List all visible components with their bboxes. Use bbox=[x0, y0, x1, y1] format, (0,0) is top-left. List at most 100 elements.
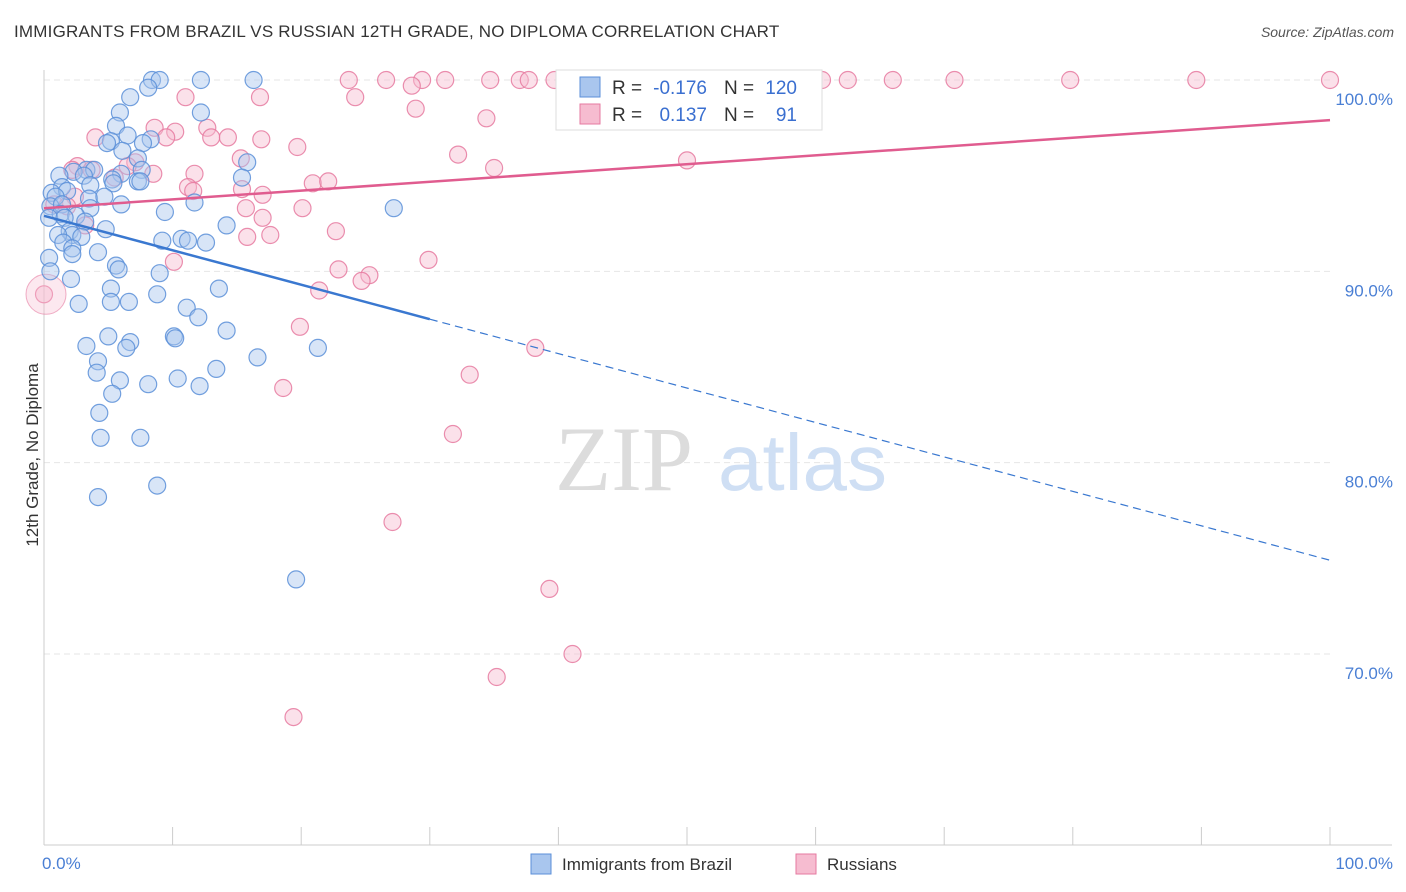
brazil-point-58 bbox=[178, 231, 198, 250]
brazil-point-17 bbox=[64, 162, 83, 181]
brazil-point-20 bbox=[132, 160, 151, 179]
brazil-point-69 bbox=[209, 279, 228, 298]
russians-point-44 bbox=[485, 158, 504, 178]
brazil-point-13 bbox=[133, 134, 153, 153]
bottom-legend-swatch-russians bbox=[795, 853, 817, 875]
brazil-point-64 bbox=[109, 260, 128, 279]
brazil-point-92 bbox=[103, 384, 122, 403]
brazil-point-93 bbox=[90, 403, 109, 422]
brazil-point-19 bbox=[112, 164, 131, 183]
russians-point-65 bbox=[261, 225, 280, 245]
russians-point-22 bbox=[402, 76, 421, 95]
y-axis-label: 12th Grade, No Diploma bbox=[23, 363, 42, 547]
brazil-point-77 bbox=[99, 327, 118, 346]
brazil-point-3 bbox=[244, 70, 263, 90]
brazil-point-60 bbox=[88, 243, 108, 262]
source-label: Source: ZipAtlas.com bbox=[1260, 24, 1394, 40]
brazil-point-41 bbox=[155, 202, 174, 222]
brazil-point-85 bbox=[248, 348, 267, 367]
russians-point-67 bbox=[164, 252, 183, 271]
russians-series bbox=[25, 70, 1340, 727]
russians-point-63 bbox=[326, 222, 345, 241]
brazil-point-68 bbox=[101, 279, 121, 298]
russians-trendline bbox=[43, 118, 1331, 210]
legend-n-label-2: N = bbox=[724, 105, 754, 126]
russians-point-21 bbox=[1320, 70, 1340, 90]
russians-point-17 bbox=[883, 70, 902, 90]
brazil-point-12 bbox=[97, 134, 117, 153]
russians-cluster-point bbox=[25, 273, 67, 315]
brazil-point-66 bbox=[41, 262, 60, 281]
y-tick-labels: 70.0% 80.0% 90.0% 100.0% bbox=[1335, 90, 1393, 683]
russians-point-68 bbox=[329, 260, 348, 279]
legend-r-value-1: -0.176 bbox=[653, 78, 707, 99]
bottom-legend-swatch-brazil bbox=[530, 853, 552, 875]
russians-point-4 bbox=[481, 70, 500, 90]
brazil-point-18 bbox=[85, 160, 104, 179]
russians-point-37 bbox=[288, 137, 307, 157]
brazil-point-33 bbox=[79, 189, 99, 208]
brazil-point-9 bbox=[118, 126, 137, 145]
brazil-point-96 bbox=[148, 476, 167, 495]
russians-point-82 bbox=[284, 707, 303, 727]
russians-point-60 bbox=[293, 199, 312, 218]
brazil-point-76 bbox=[217, 321, 236, 340]
russians-point-0 bbox=[339, 70, 358, 90]
y-tick-label-2: 90.0% bbox=[1345, 281, 1393, 300]
russians-point-25 bbox=[250, 88, 270, 107]
brazil-point-90 bbox=[139, 375, 158, 394]
russians-point-72 bbox=[34, 285, 54, 304]
russians-point-31 bbox=[198, 118, 217, 137]
brazil-point-4 bbox=[139, 78, 158, 97]
legend-swatch-russians bbox=[579, 103, 601, 125]
russians-point-28 bbox=[477, 109, 496, 128]
y-tick-label-0: 70.0% bbox=[1345, 664, 1393, 683]
brazil-point-71 bbox=[101, 292, 121, 311]
brazil-point-72 bbox=[69, 294, 88, 313]
russians-point-61 bbox=[253, 208, 272, 227]
brazil-point-89 bbox=[168, 369, 187, 388]
brazil-point-42 bbox=[384, 199, 403, 218]
brazil-point-48 bbox=[217, 216, 236, 235]
brazil-series bbox=[39, 70, 403, 589]
russians-point-32 bbox=[202, 128, 221, 147]
brazil-point-15 bbox=[128, 149, 147, 168]
russians-point-80 bbox=[563, 644, 582, 664]
russians-point-64 bbox=[238, 227, 257, 246]
brazil-point-67 bbox=[61, 269, 81, 289]
brazil-point-86 bbox=[207, 359, 226, 378]
russians-point-54 bbox=[184, 181, 203, 201]
brazil-point-29 bbox=[81, 176, 100, 195]
russians-point-78 bbox=[383, 512, 402, 532]
brazil-point-56 bbox=[172, 229, 191, 248]
x-tick-labels: 0.0% 100.0% bbox=[42, 854, 1393, 873]
brazil-point-98 bbox=[287, 570, 306, 589]
watermark-atlas: atlas bbox=[718, 418, 887, 507]
legend-n-label-1: N = bbox=[724, 78, 754, 99]
brazil-point-95 bbox=[91, 428, 110, 447]
brazil-point-23 bbox=[50, 166, 69, 185]
brazil-point-32 bbox=[57, 181, 77, 201]
brazil-point-81 bbox=[166, 329, 185, 348]
russians-point-35 bbox=[218, 128, 237, 147]
brazil-point-87 bbox=[87, 363, 106, 382]
x-tick-label-0: 0.0% bbox=[42, 854, 81, 873]
brazil-trendline bbox=[43, 214, 431, 321]
legend-r-label-2: R = bbox=[612, 105, 642, 126]
russians-point-79 bbox=[540, 579, 559, 599]
russians-point-2 bbox=[413, 70, 432, 90]
brazil-point-26 bbox=[104, 174, 123, 193]
russians-point-1 bbox=[377, 70, 396, 90]
russians-point-50 bbox=[303, 174, 322, 193]
y-tick-label-3: 100.0% bbox=[1335, 90, 1393, 109]
trendlines bbox=[43, 118, 1331, 561]
axes bbox=[43, 70, 1392, 846]
brazil-point-21 bbox=[238, 153, 257, 172]
legend-n-value-1: 120 bbox=[765, 78, 797, 99]
russians-point-24 bbox=[176, 88, 195, 107]
russians-point-43 bbox=[677, 151, 697, 170]
russians-point-18 bbox=[945, 70, 964, 90]
legend-swatch-brazil bbox=[579, 76, 601, 98]
bottom-legend-brazil: Immigrants from Brazil bbox=[562, 855, 732, 874]
russians-point-66 bbox=[419, 250, 438, 269]
